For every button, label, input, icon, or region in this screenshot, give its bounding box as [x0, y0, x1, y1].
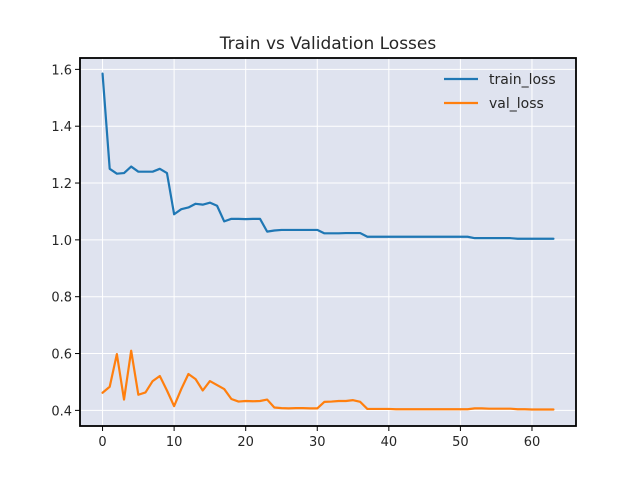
x-tick-label: 60: [524, 435, 541, 450]
y-axis: 0.4 0.6 0.8 1.0 1.2 1.4 1.6: [51, 63, 80, 419]
series-line-train-loss: [101, 72, 555, 240]
series-line-val-loss: [101, 349, 555, 411]
legend-label-train-loss: train_loss: [489, 72, 556, 88]
y-tick-label: 1.4: [51, 120, 72, 135]
y-tick-label: 1.2: [51, 177, 72, 192]
x-axis: 0 10 20 30 40 50 60: [98, 426, 540, 450]
plot-area: [80, 58, 576, 426]
legend: train_loss val_loss: [444, 72, 556, 112]
legend-label-val-loss: val_loss: [489, 96, 544, 112]
chart-title: Train vs Validation Losses: [219, 34, 437, 54]
y-tick-label: 0.6: [51, 348, 72, 363]
plot-frame: [79, 57, 577, 427]
y-tick-label: 0.8: [51, 291, 72, 306]
x-tick-label: 50: [452, 435, 469, 450]
y-tick-label: 1.0: [51, 234, 72, 249]
grid-lines: [80, 58, 576, 426]
series-lines: [101, 72, 555, 411]
y-tick-label: 1.6: [51, 63, 72, 78]
x-tick-label: 10: [166, 435, 183, 450]
x-tick-label: 20: [237, 435, 254, 450]
x-tick-label: 0: [98, 435, 106, 450]
x-tick-label: 30: [309, 435, 326, 450]
x-tick-label: 40: [381, 435, 398, 450]
y-tick-label: 0.4: [51, 404, 72, 419]
